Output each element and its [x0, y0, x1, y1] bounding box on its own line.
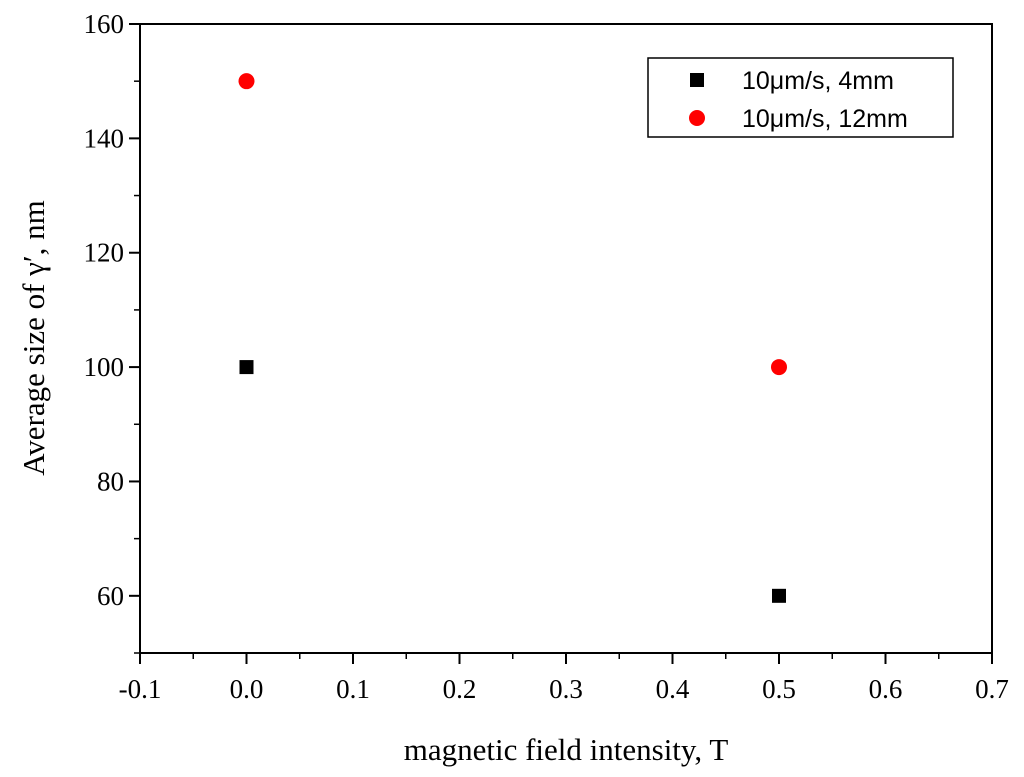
- y-tick-label: 120: [84, 238, 125, 268]
- x-tick-label: 0.1: [336, 674, 370, 704]
- data-point-series-1: [239, 360, 254, 375]
- y-tick-label: 80: [97, 466, 124, 496]
- x-axis-ticks: -0.1 0.0 0.1 0.2 0.3 0.4 0.5 0.6 0.7: [119, 653, 1009, 704]
- x-axis-title: magnetic field intensity, T: [404, 732, 729, 767]
- x-tick-label: -0.1: [119, 674, 162, 704]
- data-point-series-2: [771, 359, 787, 376]
- x-tick-label: 0.7: [975, 674, 1009, 704]
- y-tick-label: 60: [97, 581, 124, 611]
- y-tick-label: 160: [84, 9, 125, 39]
- x-tick-label: 0.5: [762, 674, 796, 704]
- x-tick-label: 0.6: [869, 674, 903, 704]
- data-point-series-2: [238, 73, 255, 90]
- y-tick-label: 140: [84, 123, 125, 153]
- x-tick-label: 0.0: [230, 674, 264, 704]
- y-tick-label: 100: [84, 352, 125, 382]
- legend: 10μm/s, 4mm 10μm/s, 12mm: [647, 57, 954, 138]
- y-axis-ticks: 60 80 100 120 140 160: [84, 9, 140, 654]
- data-point-series-1: [772, 588, 786, 603]
- x-tick-label: 0.4: [656, 674, 690, 704]
- legend-marker-series-2: [689, 110, 705, 126]
- legend-marker-series-1: [690, 73, 704, 87]
- legend-label-series-2: 10μm/s, 12mm: [742, 105, 908, 133]
- legend-label-series-1: 10μm/s, 4mm: [742, 67, 894, 95]
- x-tick-label: 0.3: [549, 674, 583, 704]
- y-axis-title: Average size of γ′, nm: [16, 200, 51, 476]
- data-points: [238, 73, 787, 603]
- x-tick-label: 0.2: [443, 674, 477, 704]
